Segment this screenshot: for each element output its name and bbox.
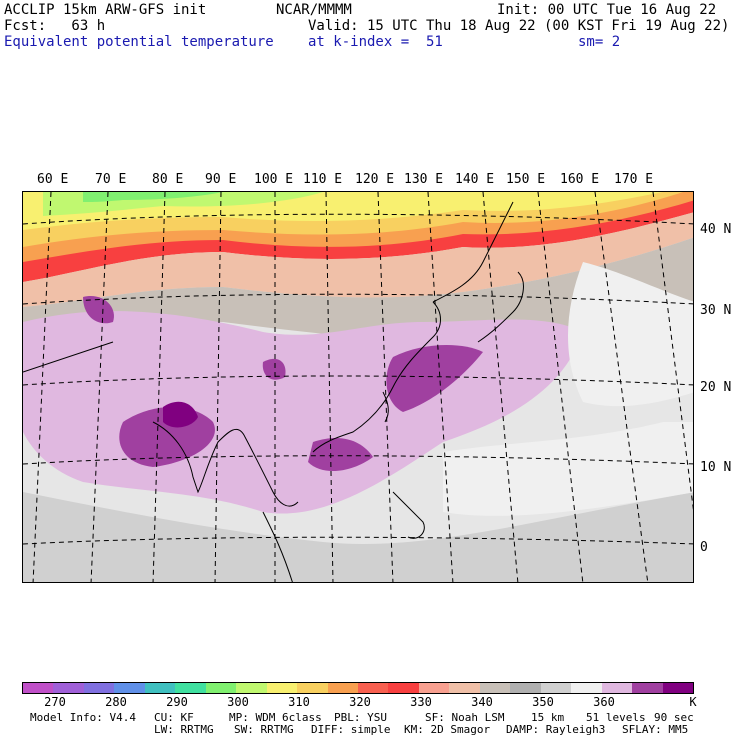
colorbar-tick-360: 360 xyxy=(593,695,615,709)
lon-label-100e: 100 E xyxy=(254,172,294,187)
lon-label-130e: 130 E xyxy=(404,172,444,187)
lon-label-70e: 70 E xyxy=(95,172,127,187)
colorbar-swatch-20 xyxy=(632,683,663,693)
footer-damp: DAMP: Rayleigh3 xyxy=(506,723,606,736)
colorbar-swatch-4 xyxy=(144,683,176,693)
colorbar-swatch-3 xyxy=(114,683,145,693)
lon-label-60e: 60 E xyxy=(37,172,69,187)
lon-label-90e: 90 E xyxy=(205,172,237,187)
colorbar-swatch-2 xyxy=(83,683,115,693)
lon-label-110e: 110 E xyxy=(303,172,343,187)
footer-km: KM: 2D Smagor xyxy=(404,723,491,736)
colorbar-tick-310: 310 xyxy=(288,695,310,709)
lon-label-150e: 150 E xyxy=(506,172,546,187)
lat-label-10n: 10 N xyxy=(700,460,732,475)
footer-cu: CU: KF xyxy=(154,711,194,724)
colorbar-swatch-18 xyxy=(571,683,602,693)
colorbar-swatch-15 xyxy=(479,683,511,693)
footer-lw: LW: RRTMG xyxy=(154,723,214,736)
colorbar-swatch-17 xyxy=(540,683,572,693)
footer-model-info: Model Info: V4.4 xyxy=(30,711,136,724)
colorbar-swatch-21 xyxy=(662,683,693,693)
init-time: Init: 00 UTC Tue 16 Aug 22 xyxy=(497,2,717,18)
colorbar-tick-320: 320 xyxy=(349,695,371,709)
lon-label-80e: 80 E xyxy=(152,172,184,187)
field-name: Equivalent potential temperature xyxy=(4,34,274,50)
colorbar-tick-300: 300 xyxy=(227,695,249,709)
footer-mp: MP: WDM 6class xyxy=(229,711,322,724)
lon-label-160e: 160 E xyxy=(560,172,600,187)
colorbar-unit: K xyxy=(689,695,697,709)
colorbar-swatch-12 xyxy=(388,683,419,693)
footer-diff: DIFF: simple xyxy=(311,723,391,736)
footer-timestep: 90 sec xyxy=(654,711,694,724)
forecast-hour: Fcst: 63 h xyxy=(4,18,106,34)
footer-levels: 51 levels xyxy=(586,711,646,724)
colorbar-swatch-19 xyxy=(601,683,633,693)
lon-label-170e: 170 E xyxy=(614,172,654,187)
colorbar-swatch-1 xyxy=(53,683,84,693)
lon-label-140e: 140 E xyxy=(455,172,495,187)
org-label: NCAR/MMMM xyxy=(276,2,352,18)
lat-label-0: 0 xyxy=(700,540,708,555)
footer-sf: SF: Noah LSM xyxy=(425,711,505,724)
valid-time: Valid: 15 UTC Thu 18 Aug 22 (00 KST Fri … xyxy=(308,18,730,34)
colorbar-tick-280: 280 xyxy=(105,695,127,709)
lat-label-20n: 20 N xyxy=(700,380,732,395)
colorbar-tick-290: 290 xyxy=(166,695,188,709)
colorbar-tick-270: 270 xyxy=(44,695,66,709)
colorbar-swatch-8 xyxy=(266,683,298,693)
level-index: at k-index = 51 xyxy=(308,34,443,50)
lon-label-120e: 120 E xyxy=(355,172,395,187)
colorbar-swatch-11 xyxy=(357,683,389,693)
colorbar-swatch-10 xyxy=(327,683,358,693)
footer-pbl: PBL: YSU xyxy=(334,711,387,724)
colorbar-swatch-5 xyxy=(175,683,206,693)
footer-sflay: SFLAY: MM5 xyxy=(622,723,689,736)
colorbar-swatch-13 xyxy=(418,683,450,693)
colorbar-swatch-6 xyxy=(205,683,237,693)
theta-e-map xyxy=(23,192,693,582)
colorbar-swatch-9 xyxy=(297,683,328,693)
colorbar-swatch-7 xyxy=(236,683,267,693)
model-title: ACCLIP 15km ARW-GFS init xyxy=(4,2,207,18)
footer-sw: SW: RRTMG xyxy=(234,723,294,736)
colorbar-swatch-16 xyxy=(510,683,541,693)
footer-resolution: 15 km xyxy=(531,711,565,724)
colorbar-tick-350: 350 xyxy=(532,695,554,709)
colorbar-tick-340: 340 xyxy=(471,695,493,709)
lat-label-30n: 30 N xyxy=(700,303,732,318)
colorbar-swatch-14 xyxy=(449,683,480,693)
colorbar-tick-330: 330 xyxy=(410,695,432,709)
colorbar-swatch-0 xyxy=(23,683,54,693)
lat-label-40n: 40 N xyxy=(700,222,732,237)
colorbar xyxy=(22,682,694,694)
smoothing: sm= 2 xyxy=(578,34,621,50)
map-panel xyxy=(22,191,694,583)
